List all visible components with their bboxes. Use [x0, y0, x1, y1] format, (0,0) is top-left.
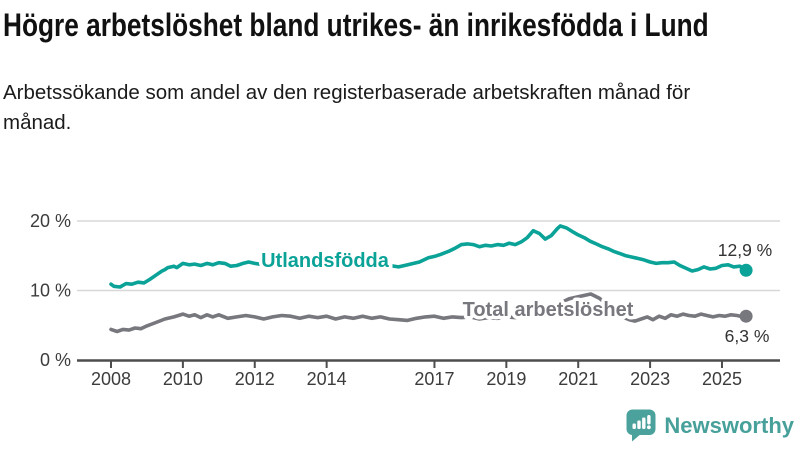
series-end-dot-0: [739, 263, 753, 277]
page-subtitle: Arbetssökande som andel av den registerb…: [3, 81, 691, 134]
x-tick-label: 2023: [630, 369, 670, 389]
x-tick-label: 2010: [163, 369, 203, 389]
y-tick-label: 0 %: [40, 350, 71, 370]
x-tick-label: 2017: [414, 369, 454, 389]
x-tick-label: 2019: [486, 369, 526, 389]
series-end-dot-1: [739, 309, 753, 323]
series-end-dots: [739, 263, 753, 323]
brand-name: Newsworthy: [664, 412, 794, 438]
page-title: Högre arbetslöshet bland utrikes- än inr…: [3, 7, 709, 43]
end-value-label-total: 6,3 %: [725, 326, 770, 346]
x-tick-label: 2014: [307, 369, 347, 389]
series-lines: [109, 224, 748, 334]
newsworthy-brand-icon: [626, 409, 656, 442]
y-tick-label: 10 %: [30, 281, 71, 301]
end-value-label-utlandsfodda: 12,9 %: [718, 240, 772, 260]
series-label-total-arbetsloshet: Total arbetslöshet: [463, 299, 634, 321]
x-tick-label: 2008: [91, 369, 131, 389]
y-tick-label: 20 %: [30, 211, 71, 231]
series-label-utlandsfodda: Utlandsfödda: [261, 250, 390, 272]
x-tick-label: 2012: [235, 369, 275, 389]
x-tick-label: 2025: [702, 369, 742, 389]
gridlines: [77, 220, 780, 292]
series-line-0: [109, 224, 748, 289]
axis-tick-labels: 2008 2010 2012 2014 2017 2019 2021 2023 2025 0 % 1…: [30, 211, 742, 389]
series-line-1: [109, 292, 748, 334]
x-tick-label: 2021: [558, 369, 598, 389]
newsworthy-logo[interactable]: Newsworthy: [626, 409, 794, 442]
x-axis: [77, 359, 780, 368]
